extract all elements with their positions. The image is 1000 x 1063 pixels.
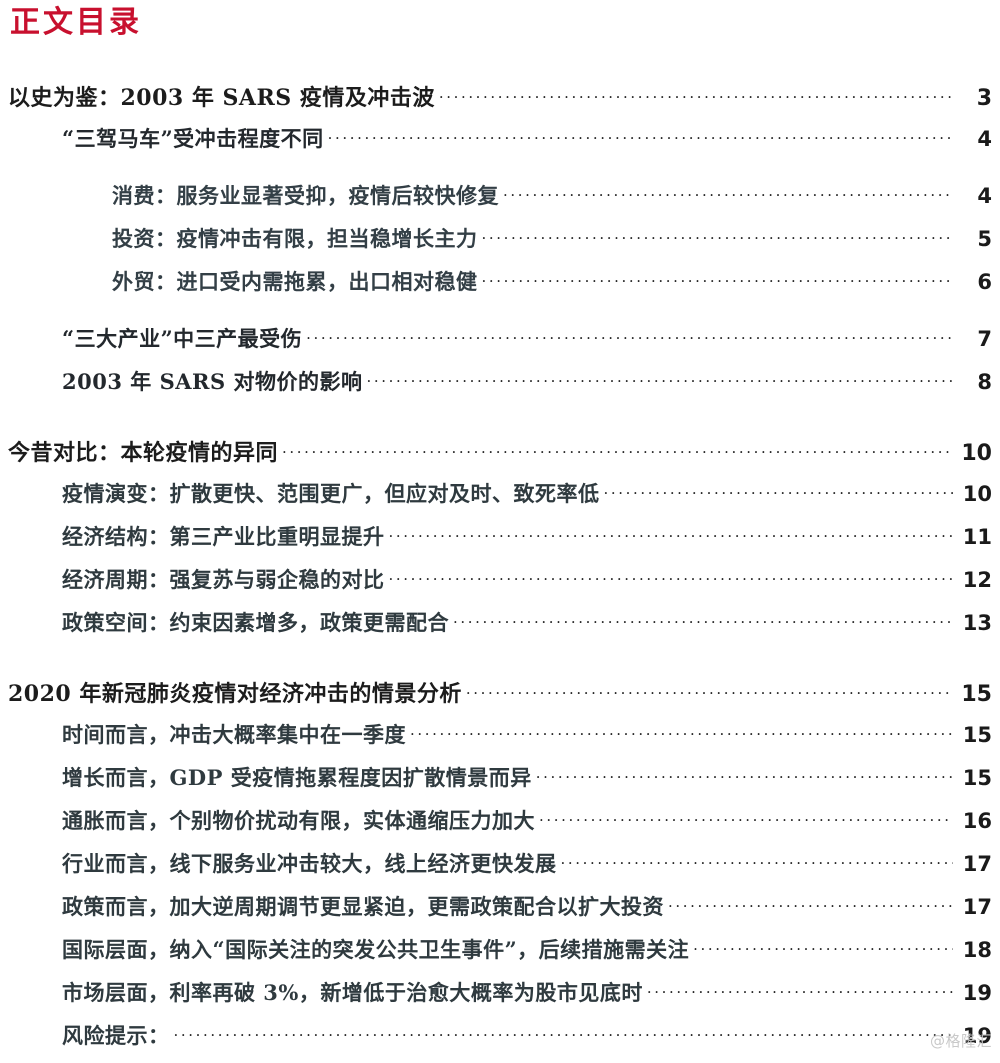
toc-page-number: 6 xyxy=(977,270,992,294)
toc-entry[interactable]: 经济周期：强复苏与弱企稳的对比 ·························… xyxy=(0,564,1000,607)
toc-dot-leader: ········································… xyxy=(668,897,953,915)
toc-entry[interactable]: 国际层面，纳入“国际关注的突发公共卫生事件”，后续措施需关注 ··········… xyxy=(0,934,1000,977)
toc-dot-leader: ········································… xyxy=(693,940,953,958)
toc-entry-label: 政策而言，加大逆周期调节更显紧迫，更需政策配合以扩大投资 xyxy=(62,894,664,919)
toc-entry-label: 风险提示： xyxy=(62,1023,170,1048)
toc-page-number: 11 xyxy=(962,525,992,549)
toc-entry[interactable]: 外贸：进口受内需拖累，出口相对稳健 ·······················… xyxy=(0,266,1000,309)
toc-entry[interactable]: 经济结构：第三产业比重明显提升 ·························… xyxy=(0,521,1000,564)
toc-page-number: 3 xyxy=(976,86,992,111)
toc-dot-leader: ········································… xyxy=(282,443,953,461)
toc-page-number: 4 xyxy=(977,184,992,208)
toc-entry-label: 增长而言，GDP 受疫情拖累程度因扩散情景而异 xyxy=(62,765,532,790)
toc-page-number: 7 xyxy=(977,327,992,351)
section-gap xyxy=(0,409,1000,435)
toc-dot-leader: ········································… xyxy=(481,229,954,247)
toc-entry[interactable]: 通胀而言，个别物价扰动有限，实体通缩压力加大 ··················… xyxy=(0,805,1000,848)
toc-list: 以史为鉴：2003 年 SARS 疫情及冲击波 ·················… xyxy=(0,80,1000,1063)
toc-entry[interactable]: 时间而言，冲击大概率集中在一季度 ························… xyxy=(0,719,1000,762)
toc-dot-leader: ········································… xyxy=(646,983,953,1001)
toc-page-number: 8 xyxy=(977,370,992,394)
toc-entry[interactable]: 风险提示： ···································… xyxy=(0,1020,1000,1063)
toc-entry-label: 外贸：进口受内需拖累，出口相对稳健 xyxy=(112,269,478,294)
toc-entry[interactable]: 政策而言，加大逆周期调节更显紧迫，更需政策配合以扩大投资 ············… xyxy=(0,891,1000,934)
toc-dot-leader: ········································… xyxy=(481,272,954,290)
toc-page-number: 15 xyxy=(962,723,992,747)
section-gap xyxy=(0,650,1000,676)
toc-page-number: 18 xyxy=(962,938,992,962)
section-gap xyxy=(0,166,1000,180)
toc-dot-leader: ········································… xyxy=(539,811,953,829)
toc-entry[interactable]: 增长而言，GDP 受疫情拖累程度因扩散情景而异 ·················… xyxy=(0,762,1000,805)
toc-entry-label: “三驾马车”受冲击程度不同 xyxy=(62,126,324,151)
toc-entry[interactable]: 2003 年 SARS 对物价的影响 ······················… xyxy=(0,366,1000,409)
toc-entry-label: 市场层面，利率再破 3%，新增低于治愈大概率为股市见底时 xyxy=(62,980,643,1005)
toc-entry-label: 以史为鉴：2003 年 SARS 疫情及冲击波 xyxy=(8,85,435,111)
toc-entry[interactable]: 以史为鉴：2003 年 SARS 疫情及冲击波 ·················… xyxy=(0,80,1000,123)
toc-dot-leader: ········································… xyxy=(560,854,954,872)
toc-entry[interactable]: 投资：疫情冲击有限，担当稳增长主力 ·······················… xyxy=(0,223,1000,266)
toc-page-number: 19 xyxy=(962,981,992,1005)
toc-page-number: 15 xyxy=(962,766,992,790)
toc-page-number: 4 xyxy=(977,127,992,151)
toc-entry[interactable]: 行业而言，线下服务业冲击较大，线上经济更快发展 ·················… xyxy=(0,848,1000,891)
toc-entry-label: 政策空间：约束因素增多，政策更需配合 xyxy=(62,610,449,635)
toc-entry[interactable]: 今昔对比：本轮疫情的异同 ····························… xyxy=(0,435,1000,478)
toc-entry-label: 今昔对比：本轮疫情的异同 xyxy=(8,440,279,466)
section-gap xyxy=(0,309,1000,323)
toc-dot-leader: ········································… xyxy=(438,88,953,106)
toc-page-number: 17 xyxy=(962,895,992,919)
toc-entry-label: 行业而言，线下服务业冲击较大，线上经济更快发展 xyxy=(62,851,557,876)
toc-entry[interactable]: 消费：服务业显著受抑，疫情后较快修复 ······················… xyxy=(0,180,1000,223)
toc-entry-label: 消费：服务业显著受抑，疫情后较快修复 xyxy=(112,183,499,208)
toc-entry-label: “三大产业”中三产最受伤 xyxy=(62,326,303,351)
toc-entry[interactable]: 2020 年新冠肺炎疫情对经济冲击的情景分析 ··················… xyxy=(0,676,1000,719)
toc-entry-label: 国际层面，纳入“国际关注的突发公共卫生事件”，后续措施需关注 xyxy=(62,937,690,962)
toc-page-number: 19 xyxy=(962,1024,992,1048)
toc-entry[interactable]: “三大产业”中三产最受伤 ····························… xyxy=(0,323,1000,366)
toc-dot-leader: ········································… xyxy=(503,186,953,204)
toc-dot-leader: ········································… xyxy=(388,527,954,545)
toc-dot-leader: ········································… xyxy=(535,768,953,786)
toc-entry-label: 经济结构：第三产业比重明显提升 xyxy=(62,524,385,549)
toc-dot-leader: ········································… xyxy=(388,570,954,588)
toc-entry[interactable]: 政策空间：约束因素增多，政策更需配合 ······················… xyxy=(0,607,1000,650)
toc-page-number: 15 xyxy=(961,682,992,707)
toc-page-number: 10 xyxy=(962,482,992,506)
toc-dot-leader: ········································… xyxy=(410,725,953,743)
toc-dot-leader: ········································… xyxy=(173,1026,954,1044)
toc-entry-label: 2003 年 SARS 对物价的影响 xyxy=(62,369,363,394)
toc-entry[interactable]: 疫情演变：扩散更快、范围更广，但应对及时、致死率低 ···············… xyxy=(0,478,1000,521)
toc-page-number: 5 xyxy=(977,227,992,251)
toc-dot-leader: ········································… xyxy=(366,372,953,390)
toc-page-number: 10 xyxy=(961,441,992,466)
toc-entry-label: 2020 年新冠肺炎疫情对经济冲击的情景分析 xyxy=(8,681,462,707)
toc-dot-leader: ········································… xyxy=(453,613,953,631)
toc-entry-label: 时间而言，冲击大概率集中在一季度 xyxy=(62,722,406,747)
toc-entry-label: 通胀而言，个别物价扰动有限，实体通缩压力加大 xyxy=(62,808,535,833)
toc-entry-label: 疫情演变：扩散更快、范围更广，但应对及时、致死率低 xyxy=(62,481,600,506)
toc-page-number: 12 xyxy=(962,568,992,592)
toc-entry[interactable]: “三驾马车”受冲击程度不同 ···························… xyxy=(0,123,1000,166)
toc-dot-leader: ········································… xyxy=(465,684,953,702)
toc-entry-label: 经济周期：强复苏与弱企稳的对比 xyxy=(62,567,385,592)
toc-dot-leader: ········································… xyxy=(306,329,953,347)
toc-dot-leader: ········································… xyxy=(327,129,953,147)
toc-page-number: 13 xyxy=(962,611,992,635)
toc-entry-label: 投资：疫情冲击有限，担当稳增长主力 xyxy=(112,226,478,251)
page-title: 正文目录 xyxy=(10,5,142,40)
toc-page-number: 17 xyxy=(962,852,992,876)
toc-entry[interactable]: 市场层面，利率再破 3%，新增低于治愈大概率为股市见底时 ············… xyxy=(0,977,1000,1020)
toc-page-number: 16 xyxy=(962,809,992,833)
toc-dot-leader: ········································… xyxy=(603,484,954,502)
